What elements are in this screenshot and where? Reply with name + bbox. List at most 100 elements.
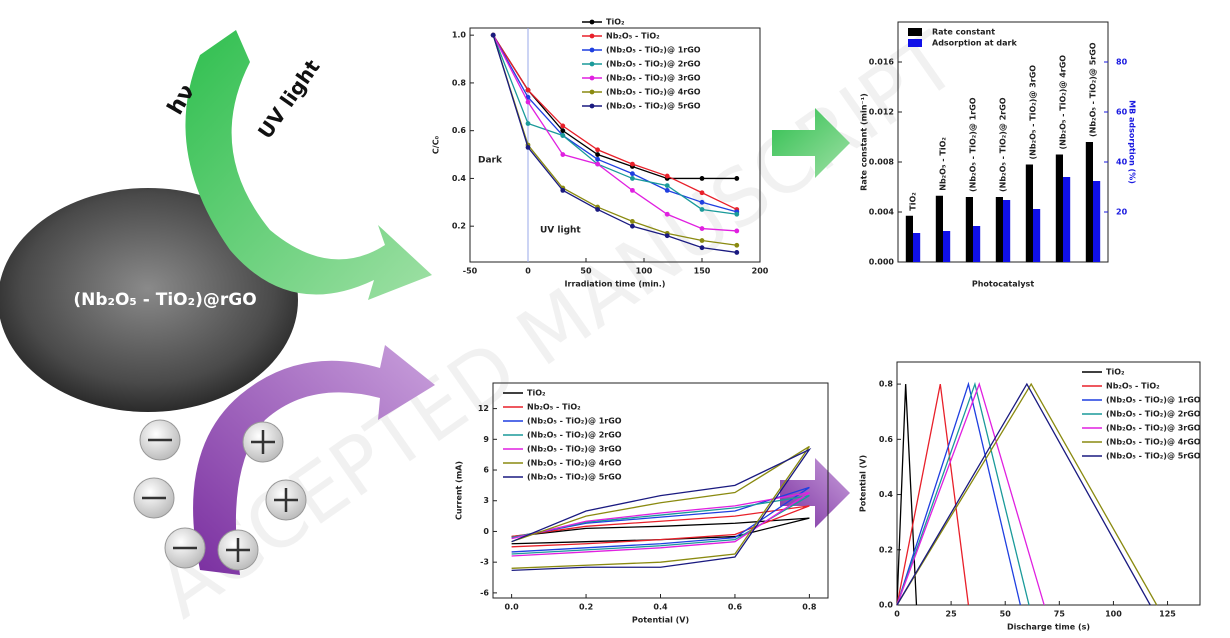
legend-swatch xyxy=(908,28,922,36)
x-tick-label: 100 xyxy=(1105,610,1122,619)
x-tick-label: 0.0 xyxy=(505,603,520,612)
legend-label: (Nb₂O₅ - TiO₂)@ 1rGO xyxy=(527,417,622,426)
y-tick-label: -3 xyxy=(480,558,489,567)
point xyxy=(699,176,705,181)
y-tick-label: 0 xyxy=(483,527,489,536)
point xyxy=(630,219,635,224)
x-tick-label: 0.6 xyxy=(728,603,743,612)
x-tick-label: 50 xyxy=(580,267,592,276)
point xyxy=(630,223,635,229)
x-tick-label: 0 xyxy=(894,610,900,619)
bar xyxy=(943,231,951,262)
y-tick-label: 0.000 xyxy=(869,258,895,267)
y-tick-label: 0.008 xyxy=(869,158,895,167)
bar xyxy=(1033,209,1041,262)
series-line xyxy=(896,381,1030,606)
category-label: (Nb₂O₅ - TiO₂)@ 5rGO xyxy=(1089,42,1098,137)
y-tick-label: 0.0 xyxy=(879,601,894,610)
series-line xyxy=(511,505,810,548)
point xyxy=(664,211,670,217)
bar xyxy=(1093,181,1101,262)
category-label: (Nb₂O₅ - TiO₂)@ 1rGO xyxy=(969,97,978,192)
bar xyxy=(1063,177,1071,262)
series-line xyxy=(492,34,737,215)
y2-axis-label: MB adsorption (%) xyxy=(1128,100,1137,184)
legend-label: (Nb₂O₅ - TiO₂)@ 3rGO xyxy=(606,74,701,83)
point xyxy=(560,133,566,138)
y2-tick-label: 20 xyxy=(1116,208,1128,217)
series-line xyxy=(492,34,737,232)
light-arrow xyxy=(185,30,432,300)
point xyxy=(490,32,496,38)
y-axis-label: Rate constant (min⁻¹) xyxy=(860,93,869,191)
y-tick-label: -6 xyxy=(480,588,489,597)
bar xyxy=(913,233,921,262)
series-line xyxy=(492,34,737,254)
point xyxy=(664,173,670,179)
y-axis-label: C/C₀ xyxy=(432,135,441,154)
bar xyxy=(1085,142,1093,262)
legend-marker xyxy=(589,89,595,95)
point xyxy=(699,207,705,212)
bar xyxy=(995,197,1003,262)
category-label: (Nb₂O₅ - TiO₂)@ 2rGO xyxy=(999,97,1008,192)
y-tick-label: 9 xyxy=(483,435,489,444)
legend-marker xyxy=(589,61,595,67)
x-axis-label: Photocatalyst xyxy=(972,280,1034,289)
series-line xyxy=(896,382,1158,606)
series-line xyxy=(511,494,810,555)
y-axis-label: Current (mA) xyxy=(455,461,464,520)
legend-label: (Nb₂O₅ - TiO₂)@ 3rGO xyxy=(527,445,622,454)
point xyxy=(630,187,635,193)
legend-label: (Nb₂O₅ - TiO₂)@ 5rGO xyxy=(527,473,622,482)
legend-label: TiO₂ xyxy=(1106,368,1125,377)
flow-arrow xyxy=(780,458,850,528)
material-label: (Nb₂O₅ - TiO₂)@rGO xyxy=(73,290,256,310)
point xyxy=(664,187,670,193)
bar xyxy=(1025,164,1033,262)
legend-label: (Nb₂O₅ - TiO₂)@ 5rGO xyxy=(606,102,701,111)
x-tick-label: 150 xyxy=(694,267,711,276)
legend-marker xyxy=(589,47,595,53)
y-tick-label: 0.4 xyxy=(452,174,467,183)
legend-label: (Nb₂O₅ - TiO₂)@ 4rGO xyxy=(1106,438,1201,447)
light-label: UV light xyxy=(253,55,325,143)
legend-label: Nb₂O₅ - TiO₂ xyxy=(527,403,581,412)
x-tick-label: -50 xyxy=(463,267,478,276)
series-line xyxy=(896,383,970,606)
y-tick-label: 0.6 xyxy=(452,126,467,135)
category-label: (Nb₂O₅ - TiO₂)@ 4rGO xyxy=(1059,55,1068,150)
category-label: (Nb₂O₅ - TiO₂)@ 3rGO xyxy=(1029,65,1038,160)
bar xyxy=(935,195,943,262)
point xyxy=(595,147,600,153)
plot-frame xyxy=(469,27,761,263)
legend-marker xyxy=(589,19,595,25)
point xyxy=(699,199,705,205)
bar xyxy=(905,215,913,262)
series-line xyxy=(896,382,1151,606)
x-tick-label: 0 xyxy=(525,267,531,276)
y-tick-label: 6 xyxy=(483,466,489,475)
series-line xyxy=(511,445,810,569)
point xyxy=(630,176,635,181)
x-tick-label: 100 xyxy=(636,267,653,276)
y-tick-label: 3 xyxy=(483,496,489,505)
point xyxy=(734,228,740,234)
x-tick-label: 25 xyxy=(946,610,958,619)
series-line xyxy=(511,491,810,557)
legend-label: (Nb₂O₅ - TiO₂)@ 2rGO xyxy=(1106,410,1201,419)
y-tick-label: 1.0 xyxy=(452,31,467,40)
point xyxy=(595,156,600,162)
series-line xyxy=(511,447,812,572)
series-line xyxy=(896,381,1021,606)
ions xyxy=(133,419,307,571)
bar xyxy=(1003,200,1011,262)
legend-marker xyxy=(589,103,595,109)
category-label: TiO₂ xyxy=(909,192,918,211)
legend-label: TiO₂ xyxy=(606,18,625,27)
point xyxy=(630,161,635,167)
legend-label: (Nb₂O₅ - TiO₂)@ 2rGO xyxy=(606,60,701,69)
bar xyxy=(973,226,981,262)
y-tick-label: 0.4 xyxy=(879,490,894,499)
